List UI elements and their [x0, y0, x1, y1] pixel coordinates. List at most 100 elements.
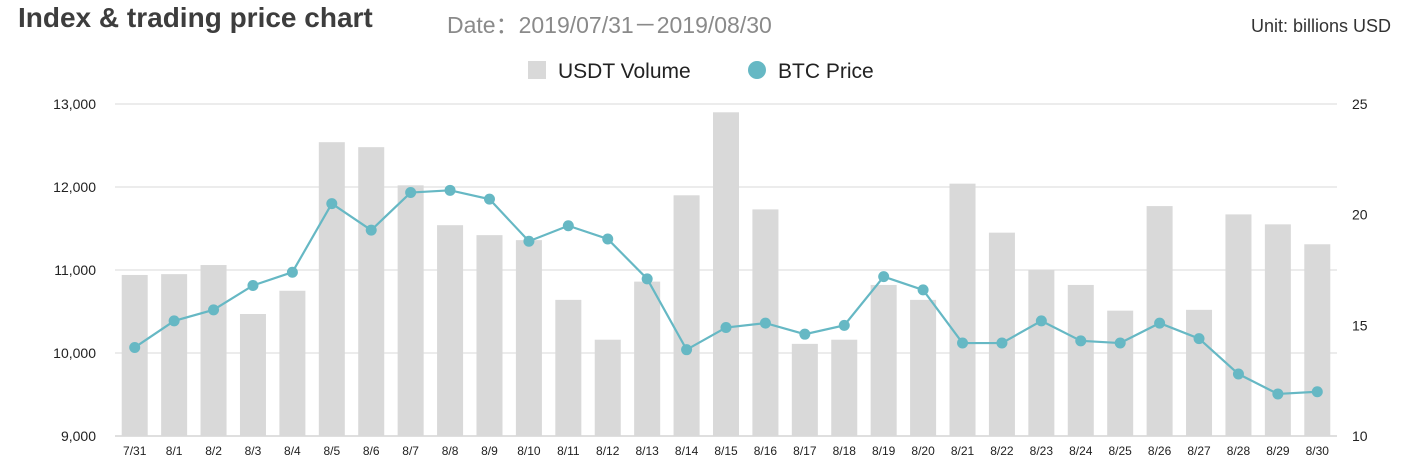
volume-bar	[358, 147, 385, 436]
x-tick-label: 8/8	[442, 444, 459, 458]
volume-bar	[239, 313, 266, 436]
x-tick-label: 8/25	[1109, 444, 1133, 458]
x-tick-label: 8/2	[205, 444, 222, 458]
x-tick-label: 8/3	[245, 444, 262, 458]
right-axis: 10 15 20 25	[1352, 96, 1368, 444]
price-point	[957, 337, 969, 349]
volume-bar	[397, 185, 424, 436]
volume-bar	[949, 183, 976, 436]
x-tick-label: 8/26	[1148, 444, 1172, 458]
left-tick-label: 11,000	[54, 262, 96, 278]
price-point	[878, 271, 890, 283]
x-tick-label: 8/21	[951, 444, 975, 458]
price-point	[405, 187, 417, 199]
legend-label-volume: USDT Volume	[558, 60, 691, 83]
right-tick-label: 15	[1352, 317, 1368, 333]
price-point	[602, 233, 614, 245]
price-point	[759, 317, 771, 329]
volume-bar	[515, 240, 542, 436]
x-tick-label: 8/30	[1306, 444, 1330, 458]
x-tick-label: 8/17	[793, 444, 817, 458]
volume-bar	[1028, 270, 1055, 436]
date-range: Date：2019/07/31－2019/08/30	[447, 12, 772, 38]
left-tick-label: 10,000	[53, 345, 96, 361]
price-point	[129, 341, 141, 353]
volume-bar	[712, 112, 740, 437]
chart-title: Index & trading price chart	[18, 2, 373, 33]
volume-bar	[1067, 284, 1094, 436]
volume-bar	[161, 274, 188, 436]
left-tick-label: 9,000	[61, 428, 96, 444]
x-tick-label: 8/10	[517, 444, 541, 458]
price-point	[168, 315, 180, 327]
left-tick-label: 12,000	[53, 179, 96, 195]
unit-label: Unit: billions USD	[1250, 16, 1391, 36]
x-tick-label: 7/31	[123, 444, 147, 458]
x-axis: 7/31 8/1 8/2 8/3 8/4 8/5 8/6 8/7 8/8 8/9 8/10 8/11 8…	[123, 444, 1329, 458]
x-tick-label: 8/18	[833, 444, 857, 458]
x-tick-label: 8/24	[1069, 444, 1093, 458]
price-point	[1193, 333, 1205, 345]
volume-bar	[555, 299, 582, 436]
legend: USDT Volume BTC Price	[528, 60, 874, 83]
volume-bar	[200, 265, 227, 436]
x-tick-label: 8/4	[284, 444, 301, 458]
price-point	[444, 184, 456, 196]
price-line	[129, 184, 1323, 400]
x-tick-label: 8/19	[872, 444, 896, 458]
left-axis: 9,000 10,000 11,000 12,000 13,000	[53, 96, 96, 444]
x-tick-label: 8/13	[635, 444, 659, 458]
x-tick-label: 8/16	[754, 444, 778, 458]
x-tick-label: 8/20	[911, 444, 935, 458]
volume-bar	[910, 299, 937, 436]
price-point	[641, 273, 653, 285]
left-tick-label: 13,000	[53, 96, 96, 112]
volume-bar	[1225, 214, 1252, 436]
price-point	[1272, 388, 1284, 400]
volume-bar	[634, 281, 661, 436]
volume-bar	[1304, 244, 1331, 436]
price-point	[917, 284, 929, 296]
price-point	[523, 235, 535, 247]
price-point	[720, 322, 732, 334]
price-point	[1035, 315, 1047, 327]
x-tick-label: 8/11	[557, 444, 580, 458]
x-tick-label: 8/28	[1227, 444, 1251, 458]
right-tick-label: 10	[1352, 428, 1368, 444]
right-tick-label: 20	[1352, 207, 1368, 223]
price-point	[247, 279, 259, 291]
price-point	[799, 328, 811, 340]
volume-bar	[437, 225, 464, 436]
volume-bar	[831, 339, 858, 436]
legend-swatch-price	[748, 61, 766, 79]
volume-bar	[1107, 310, 1134, 436]
price-point	[1232, 368, 1244, 380]
legend-swatch-volume	[528, 61, 546, 79]
price-point	[365, 224, 377, 236]
x-tick-label: 8/23	[1030, 444, 1054, 458]
volume-bar	[988, 232, 1015, 436]
volume-bar	[476, 235, 503, 436]
price-point	[1154, 317, 1166, 329]
x-tick-label: 8/22	[990, 444, 1014, 458]
x-tick-label: 8/6	[363, 444, 380, 458]
volume-bar	[594, 339, 621, 436]
price-point	[286, 266, 298, 278]
price-point	[208, 304, 220, 316]
right-tick-label: 25	[1352, 96, 1368, 112]
volume-bar	[279, 290, 306, 436]
price-point	[483, 193, 495, 205]
price-point	[681, 344, 693, 356]
volume-bar	[791, 343, 818, 436]
x-tick-label: 8/29	[1266, 444, 1290, 458]
price-point	[1075, 335, 1087, 347]
price-point	[996, 337, 1008, 349]
x-tick-label: 8/27	[1187, 444, 1211, 458]
legend-label-price: BTC Price	[778, 60, 874, 83]
volume-bar	[121, 274, 148, 436]
price-point	[1311, 386, 1323, 398]
x-tick-label: 8/14	[675, 444, 699, 458]
x-tick-label: 8/12	[596, 444, 620, 458]
x-tick-label: 8/9	[481, 444, 498, 458]
